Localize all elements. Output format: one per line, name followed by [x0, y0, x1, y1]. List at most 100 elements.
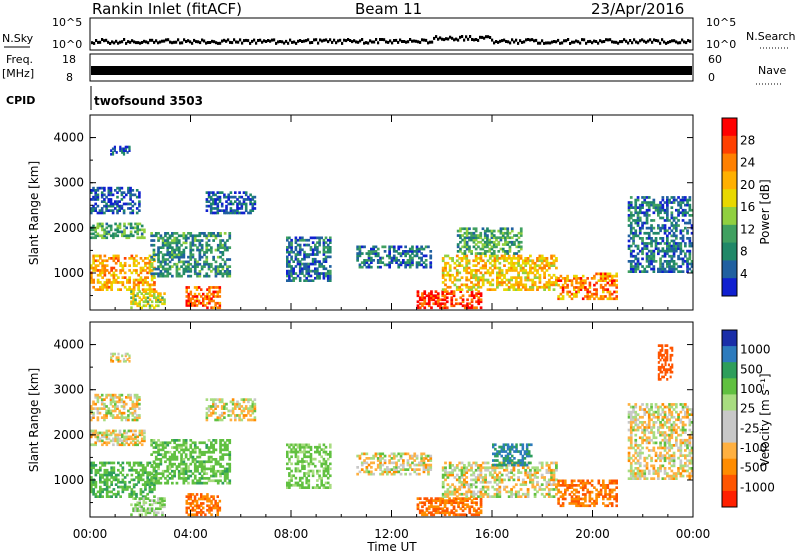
data-cell-14	[629, 203, 633, 207]
data-cell-14	[677, 257, 680, 261]
data-cell-1	[109, 234, 113, 238]
data-cell-5	[206, 495, 209, 498]
noise-sample	[589, 39, 592, 43]
data-cell-1	[103, 230, 106, 234]
data-cell-0	[121, 281, 125, 284]
data-cell-0	[99, 466, 102, 470]
data-cell-14	[690, 214, 693, 217]
data-cell-1	[105, 230, 109, 234]
data-cell-14	[641, 270, 644, 273]
data-cell-14	[657, 226, 660, 230]
data-cell-11	[519, 276, 523, 279]
velocity-data-layer	[90, 344, 693, 517]
data-cell-10	[470, 304, 474, 308]
data-cell-13	[577, 290, 580, 294]
data-cell-2	[120, 198, 124, 201]
data-cell-9	[424, 263, 428, 267]
data-cell-13	[559, 279, 563, 282]
noise-sample	[333, 38, 336, 42]
data-cell-11	[479, 276, 483, 279]
data-cell-8	[314, 464, 317, 468]
data-cell-6	[161, 243, 165, 247]
data-cell-4	[157, 298, 160, 302]
data-cell-8	[286, 269, 289, 273]
data-cell-6	[196, 239, 199, 242]
data-cell-0	[110, 471, 113, 474]
data-cell-4	[144, 304, 148, 308]
data-cell-2	[96, 409, 100, 413]
data-cell-9	[358, 245, 362, 249]
data-cell-10	[472, 294, 476, 298]
noise-sample	[531, 38, 534, 42]
noise-sample	[259, 38, 262, 42]
data-cell-6	[203, 234, 206, 238]
data-cell-8	[326, 272, 330, 275]
data-cell-14	[670, 229, 674, 233]
data-cell-13	[599, 286, 603, 289]
data-cell-0	[90, 483, 93, 486]
data-cell-6	[196, 455, 199, 459]
data-cell-0	[117, 281, 120, 284]
data-cell-11	[507, 257, 511, 260]
data-cell-12	[492, 243, 496, 246]
data-cell-14	[659, 237, 662, 240]
data-cell-12	[470, 238, 473, 242]
data-cell-8	[314, 262, 317, 266]
noise-sample	[399, 38, 402, 42]
data-cell-2	[92, 189, 95, 192]
data-cell-6	[154, 462, 158, 466]
data-cell-13	[561, 288, 565, 291]
data-cell-14	[627, 260, 631, 263]
data-cell-1	[140, 228, 144, 232]
data-cell-5	[187, 506, 190, 510]
data-cell-8	[303, 257, 306, 261]
data-cell-14	[663, 208, 667, 212]
data-cell-7	[212, 402, 215, 406]
data-cell-2	[138, 398, 141, 401]
data-cell-8	[303, 274, 306, 278]
data-cell-5	[189, 290, 193, 294]
data-cell-14	[634, 262, 638, 266]
noise-sample	[677, 41, 680, 45]
data-cell-4	[153, 294, 156, 298]
data-cell-6	[223, 443, 227, 447]
data-cell-6	[171, 258, 174, 261]
data-cell-3	[110, 352, 113, 356]
data-cell-6	[221, 267, 225, 271]
data-cell-11	[470, 285, 473, 289]
data-cell-11	[463, 283, 466, 287]
data-cell-14	[636, 206, 640, 209]
data-cell-8	[329, 238, 332, 242]
data-cell-2	[133, 416, 137, 419]
data-cell-7	[229, 200, 233, 203]
noise-sample	[321, 39, 324, 43]
data-cell-0	[96, 269, 100, 272]
data-cell-11	[505, 257, 509, 260]
data-cell-4	[153, 513, 156, 517]
data-cell-11	[441, 273, 445, 277]
data-cell-11	[455, 254, 459, 258]
data-cell-6	[157, 236, 160, 240]
data-cell-0	[130, 257, 134, 260]
data-cell-9	[381, 452, 385, 456]
data-cell-14	[684, 214, 687, 217]
data-cell-7	[207, 195, 211, 199]
data-cell-8	[324, 481, 328, 485]
data-cell-6	[210, 246, 213, 249]
data-cell-10	[416, 507, 420, 511]
data-cell-6	[207, 274, 211, 278]
data-cell-2	[107, 409, 111, 413]
data-cell-8	[288, 250, 291, 254]
data-cell-10	[430, 294, 433, 298]
data-cell-1	[134, 433, 137, 437]
data-cell-10	[457, 505, 460, 509]
data-cell-9	[420, 454, 423, 458]
data-cell-0	[132, 261, 136, 265]
data-cell-1	[118, 222, 122, 226]
data-cell-8	[314, 246, 317, 249]
data-cell-13	[597, 279, 601, 282]
data-cell-8	[305, 450, 308, 454]
data-cell-2	[90, 407, 93, 410]
data-cell-14	[643, 231, 647, 235]
data-cell-0	[101, 476, 104, 479]
